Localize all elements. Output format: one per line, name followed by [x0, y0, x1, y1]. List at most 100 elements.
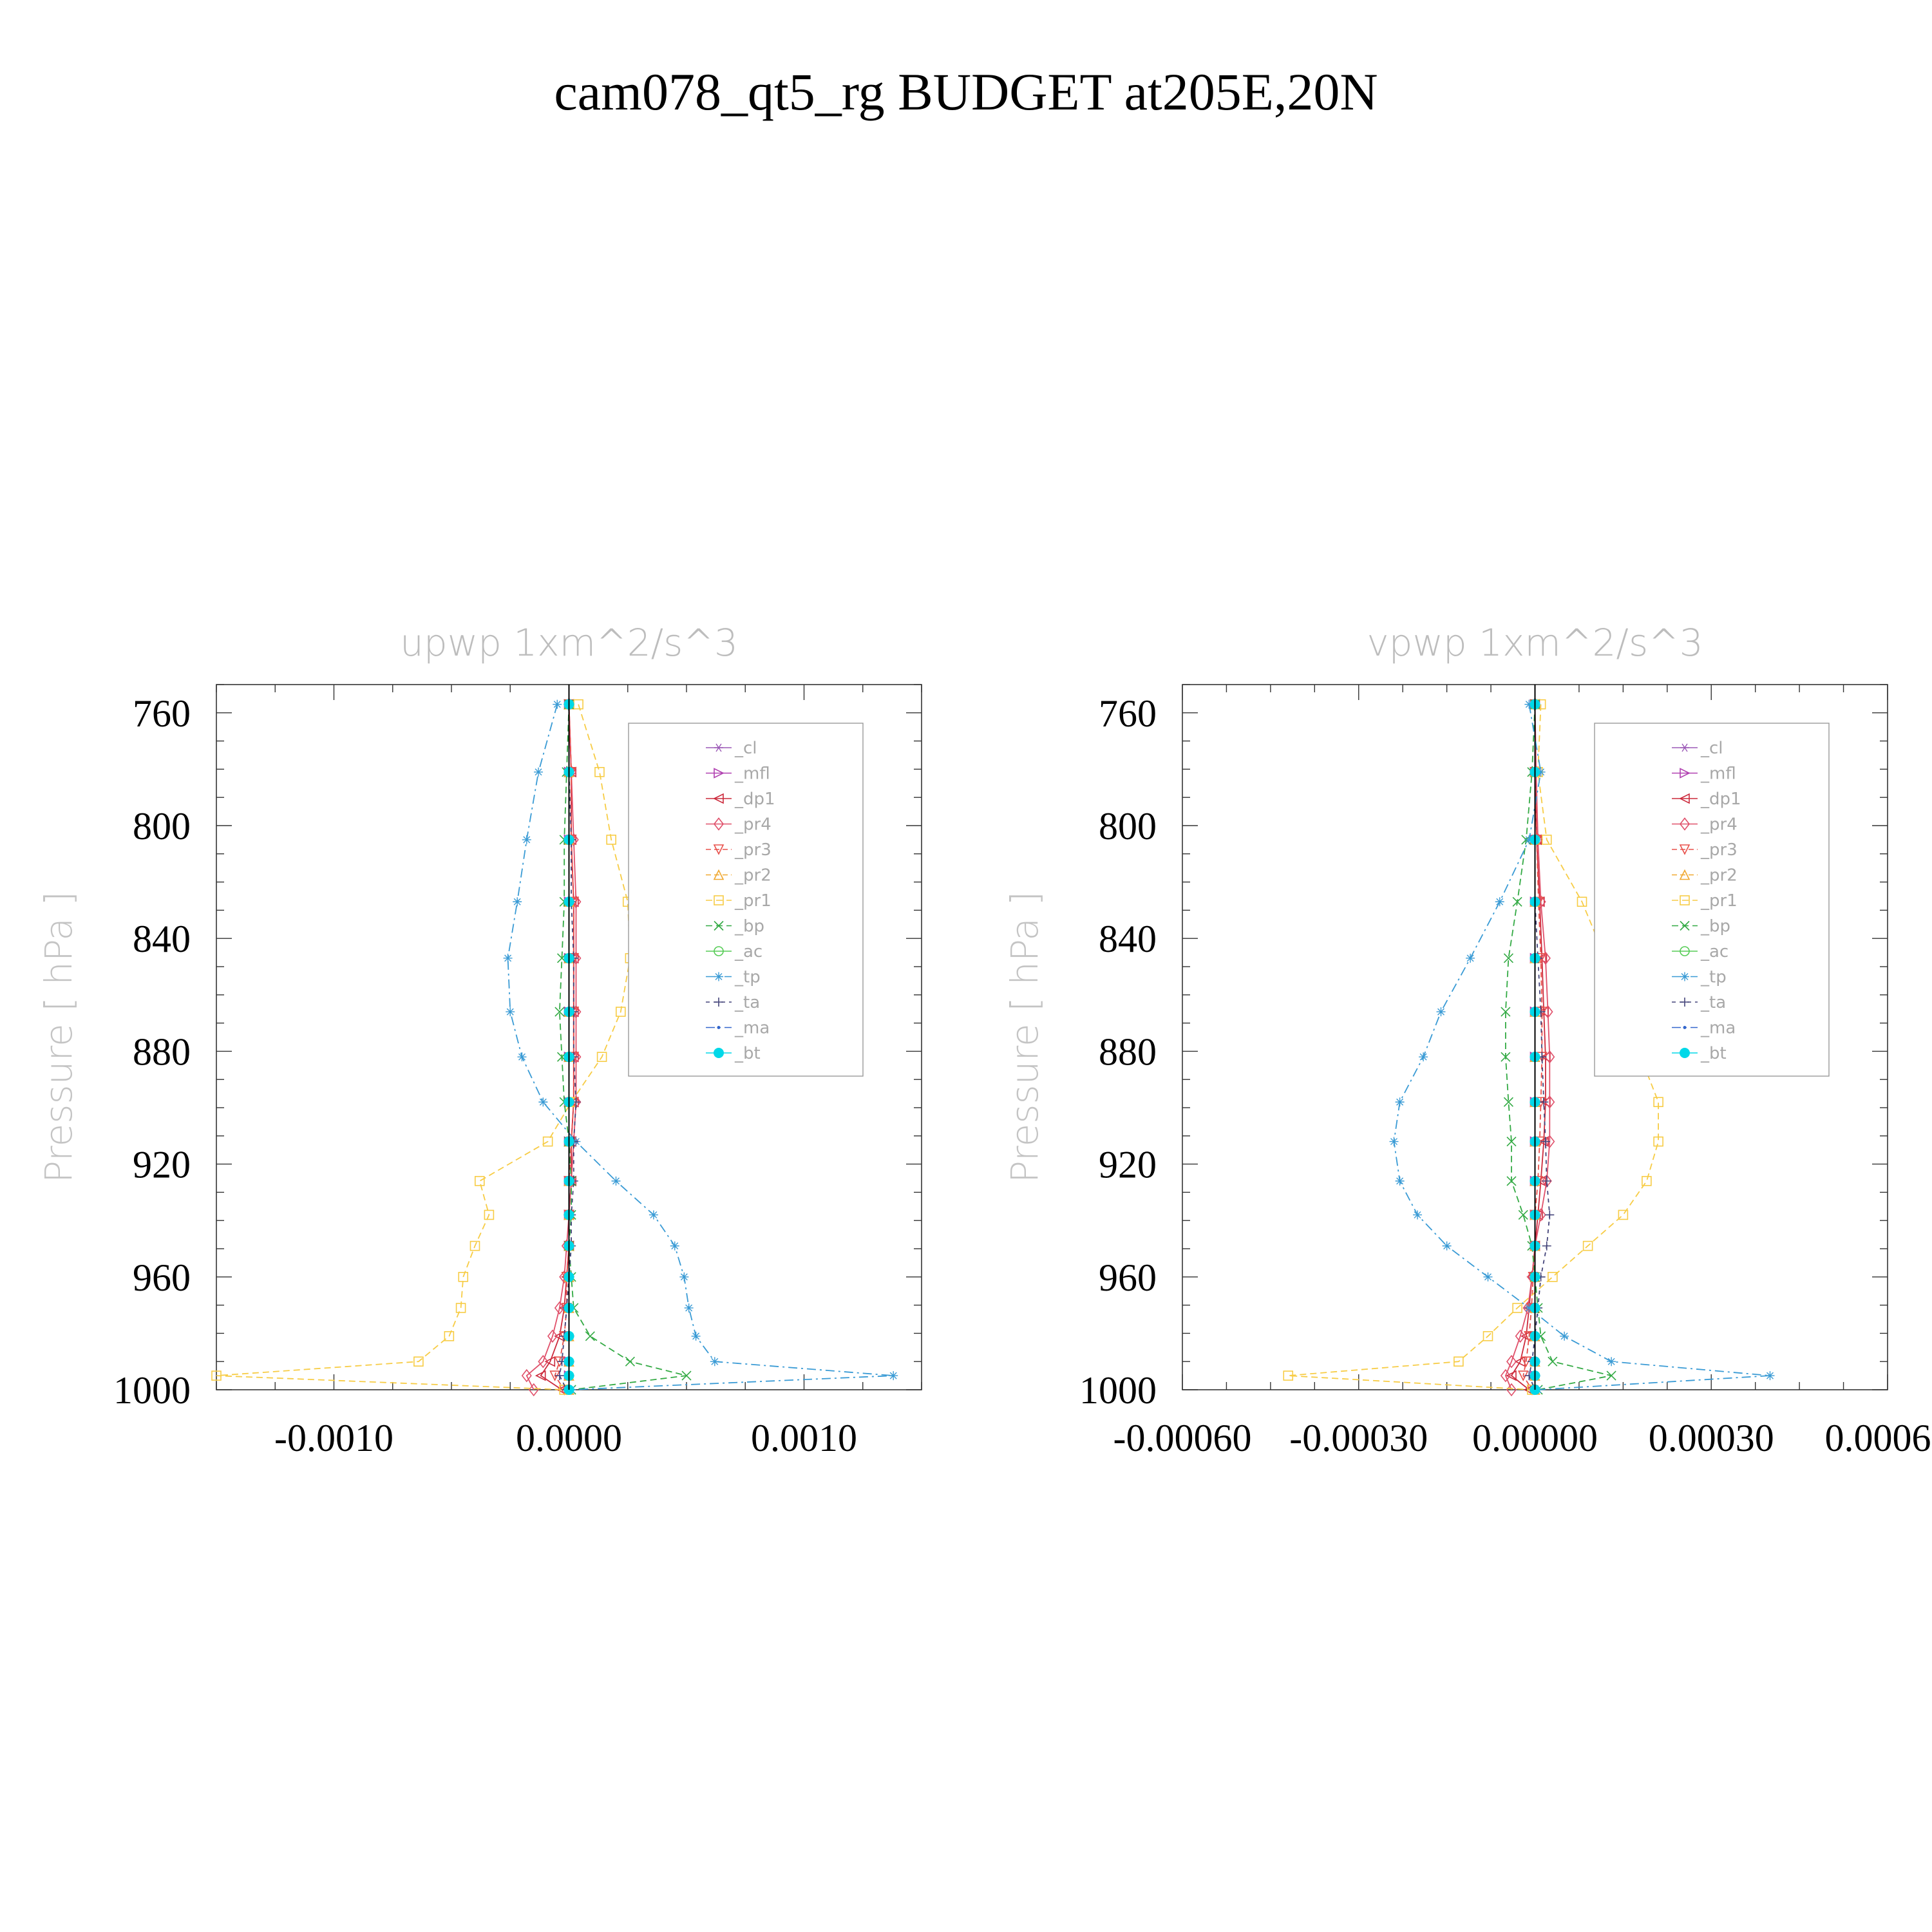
legend-marker: [714, 768, 724, 779]
legend-marker: [1680, 998, 1689, 1007]
series-tp-line: [507, 704, 894, 1390]
legend-marker: [1680, 768, 1690, 779]
legend-marker: [714, 998, 723, 1007]
series-bp-point: [1503, 953, 1514, 963]
x-tick-label: 0.00030: [1649, 1417, 1774, 1459]
series-pr1-point: [1582, 1240, 1593, 1251]
legend-marker: [714, 946, 724, 956]
series-pr1-point: [542, 1136, 553, 1147]
series-tp-point: [553, 699, 562, 709]
legend-label: _pr3: [734, 840, 772, 860]
x-tick-label: -0.00060: [1113, 1417, 1252, 1459]
series-bp-point: [1606, 1370, 1616, 1381]
series-pr4-point: [1540, 951, 1551, 965]
series-pr1-line: [216, 704, 631, 1390]
series-tp-point: [684, 1303, 694, 1312]
series-tp-point: [611, 1176, 621, 1186]
series-tp-point: [1483, 1272, 1493, 1282]
x-tick-label: 0.0010: [751, 1417, 857, 1459]
legend-marker: [714, 920, 724, 931]
legend-marker: [1680, 895, 1690, 905]
series-bp-point: [554, 1007, 565, 1017]
series-tp-point: [1389, 1137, 1399, 1146]
series-ta-point: [1539, 1097, 1549, 1107]
series-tp-point: [1524, 1303, 1534, 1312]
series-pr1-point: [1512, 1303, 1522, 1313]
series-tp-point: [1436, 1007, 1446, 1017]
y-tick-label: 840: [133, 918, 191, 960]
series-tp-point: [1442, 1241, 1452, 1251]
series-tp-point: [506, 1007, 515, 1017]
series-pr4-point: [521, 1368, 532, 1383]
y-tick-label: 920: [133, 1144, 191, 1186]
series-ta-line: [1528, 704, 1551, 1390]
series-tp-point: [1466, 953, 1475, 963]
series-ta-point: [1545, 1210, 1555, 1220]
y-tick-label: 800: [133, 805, 191, 848]
legend-marker: [713, 817, 724, 831]
series-pr1-point: [594, 766, 605, 777]
series-pr4-point: [1544, 1050, 1555, 1064]
series-tp-point: [670, 1241, 679, 1251]
series-pr1-point: [474, 1176, 485, 1186]
series-pr1-point: [455, 1303, 466, 1313]
series-tp-point: [1395, 1097, 1405, 1107]
series-ta-line: [558, 704, 577, 1390]
x-tick-label: -0.0010: [274, 1417, 393, 1459]
vpwp-panel: vpwp 1xm^2/s^3 Pressure [ hPa ] 760 800 840 8…: [1003, 621, 1932, 1459]
figure-title: cam078_qt5_rg BUDGET at205E,20N: [554, 62, 1378, 121]
series-pr4-point: [1506, 1354, 1517, 1368]
legend-label: _pr1: [734, 891, 772, 911]
series-pr1-point: [1642, 1176, 1652, 1186]
legend-box: [628, 723, 864, 1077]
series-pr4-point: [528, 1383, 539, 1397]
legend-label: _pr2: [734, 866, 772, 886]
legend-label: _bp: [1700, 917, 1730, 936]
series-bp-point: [585, 1331, 595, 1341]
legend-box: [1594, 723, 1830, 1077]
y-tick-label: 880: [133, 1030, 191, 1073]
legend-label: _cl: [734, 739, 757, 758]
series-tp-point: [1607, 1357, 1616, 1367]
series-tp-point: [1395, 1176, 1405, 1186]
series-tp-point: [710, 1357, 719, 1367]
y-axis-label: Pressure [ hPa ]: [1003, 891, 1046, 1183]
series-tp-point: [503, 953, 513, 963]
series-pr1-point: [1618, 1209, 1629, 1220]
series-pr1-point: [469, 1240, 480, 1251]
x-tick-label: 0.00060: [1825, 1417, 1932, 1459]
series-pr1-point: [484, 1209, 495, 1220]
series-bp-point: [1503, 1097, 1514, 1107]
series-pr4-point: [1544, 1135, 1555, 1148]
series-bp-point: [1501, 1007, 1511, 1017]
legend-label: _dp1: [734, 790, 775, 809]
series-pr1-point: [606, 835, 617, 845]
legend-marker: [713, 844, 724, 855]
legend-marker: [717, 1026, 721, 1029]
legend-marker: [1679, 793, 1690, 804]
series-pr3-line: [1522, 704, 1543, 1390]
legend: _cl _mfl _dp1 _pr4 _pr3 _pr2 _pr1 _bp _ac _tp _ta _…: [1594, 723, 1830, 1077]
legend-marker: [1680, 972, 1689, 981]
y-tick-label: 960: [1099, 1256, 1157, 1299]
series-bp-point: [1512, 896, 1522, 907]
series-tp-point: [889, 1371, 898, 1381]
series-bp-point: [1518, 1209, 1528, 1220]
legend-marker: [714, 1048, 724, 1058]
series-bp-point: [681, 1370, 692, 1381]
series-ta-point: [1540, 1137, 1550, 1146]
series-bp-line: [1504, 704, 1612, 1390]
legend-label: _bt: [1700, 1044, 1727, 1063]
legend-label: _pr2: [1700, 866, 1738, 886]
series-pr1-point: [444, 1331, 455, 1341]
series-pr4-point: [1515, 1329, 1526, 1343]
y-axis-label: Pressure [ hPa ]: [37, 891, 80, 1183]
series-bp-line: [558, 704, 687, 1390]
legend-label: _dp1: [1700, 790, 1741, 809]
legend-label: _mfl: [734, 764, 770, 784]
x-tick-label: 0.00000: [1472, 1417, 1598, 1459]
legend-label: _ma: [1700, 1019, 1736, 1038]
series-pr4-point: [1544, 1095, 1555, 1109]
legend-label: _pr1: [1700, 891, 1738, 911]
